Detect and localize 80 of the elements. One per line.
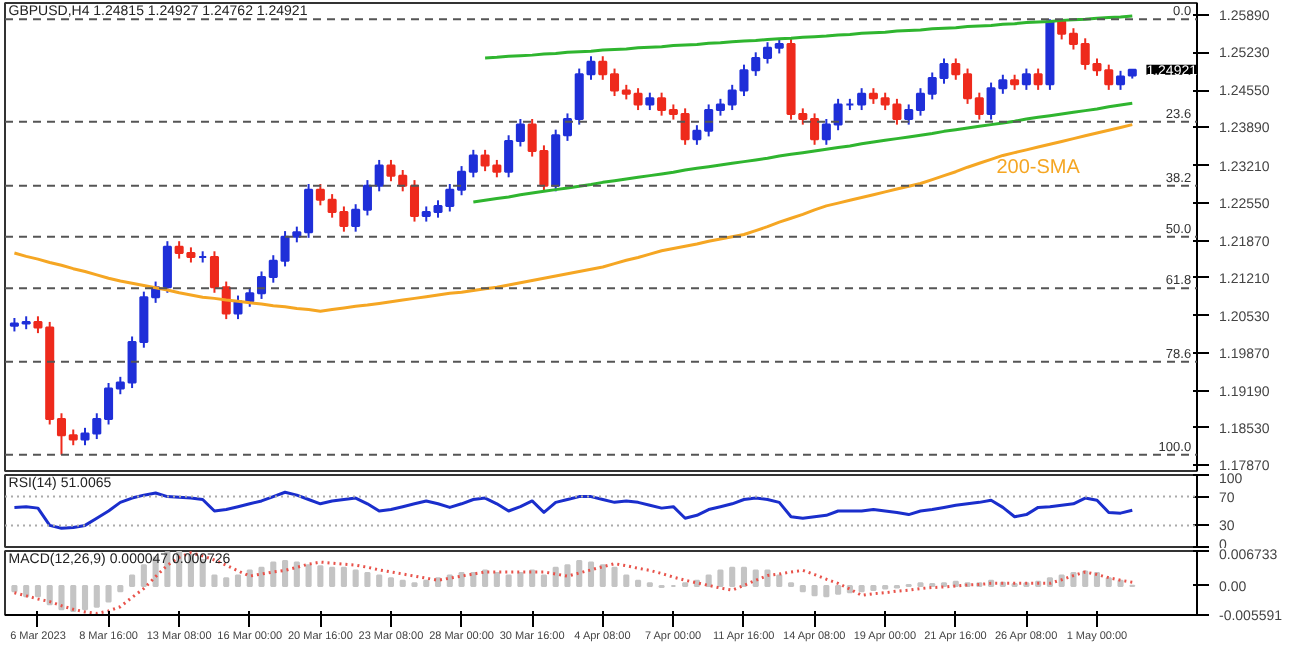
bar: [764, 569, 771, 587]
line-series: [12, 551, 1134, 615]
bar: [258, 566, 265, 587]
bar: [1058, 574, 1065, 587]
bar: [482, 569, 489, 587]
bar: [223, 577, 230, 587]
line-series: [12, 490, 1134, 530]
bar: [387, 577, 395, 587]
bar: [105, 584, 112, 603]
bar: [705, 574, 712, 587]
candlestick: [1021, 67, 1031, 91]
bar: [564, 564, 571, 587]
bar: [493, 571, 500, 587]
line-series: [12, 123, 1134, 313]
bar: [611, 566, 618, 587]
candlestick: [162, 240, 172, 294]
bar: [529, 569, 536, 587]
bar: [282, 560, 289, 587]
bar: [952, 580, 959, 587]
bar: [752, 569, 759, 587]
bar: [729, 566, 736, 587]
bar: [81, 584, 89, 611]
bar: [505, 574, 512, 587]
bar: [129, 574, 136, 587]
bar: [376, 574, 383, 587]
bar: [70, 584, 77, 612]
bar: [140, 564, 147, 587]
bar: [399, 579, 406, 587]
line-series: [471, 101, 1134, 204]
bar: [552, 566, 559, 587]
bar: [234, 574, 242, 587]
bar: [858, 584, 865, 593]
bar: [364, 571, 371, 587]
bar: [1082, 570, 1089, 587]
bar: [1105, 577, 1112, 587]
bar: [635, 579, 642, 587]
bar: [211, 574, 218, 587]
bar: [340, 566, 347, 587]
bar: [293, 561, 300, 587]
bar: [329, 566, 336, 587]
bar: [305, 564, 312, 587]
bar: [58, 584, 65, 611]
bar: [446, 574, 453, 587]
bar: [517, 571, 524, 587]
bar: [623, 574, 630, 587]
bar: [23, 584, 30, 598]
bar: [835, 584, 842, 595]
bar: [46, 584, 53, 606]
bar: [458, 571, 465, 587]
candlestick: [857, 87, 867, 112]
bar: [740, 566, 748, 587]
bar: [587, 561, 595, 587]
bar: [870, 584, 877, 592]
bar: [1117, 579, 1124, 587]
bar: [1070, 571, 1077, 587]
line-series: [483, 14, 1134, 60]
bar: [423, 579, 430, 587]
bar: [34, 584, 42, 598]
bar: [576, 560, 583, 587]
bar: [799, 584, 806, 593]
bar: [270, 561, 277, 587]
bar: [434, 577, 442, 587]
bar: [317, 565, 324, 587]
bar: [776, 574, 783, 587]
candlestick: [233, 294, 243, 321]
bar: [246, 569, 253, 587]
bar: [540, 574, 547, 587]
bar: [93, 584, 100, 608]
candlestick: [1033, 67, 1043, 91]
bar: [470, 571, 477, 587]
bar: [823, 584, 830, 598]
bar: [811, 584, 818, 597]
bar: [352, 569, 359, 587]
bar: [717, 569, 724, 587]
series-label: 200-SMA: [996, 157, 1081, 180]
bar: [11, 584, 18, 593]
candlestick: [374, 158, 384, 193]
bar: [599, 564, 606, 587]
candlestick: [1115, 69, 1126, 91]
bar: [117, 584, 124, 593]
